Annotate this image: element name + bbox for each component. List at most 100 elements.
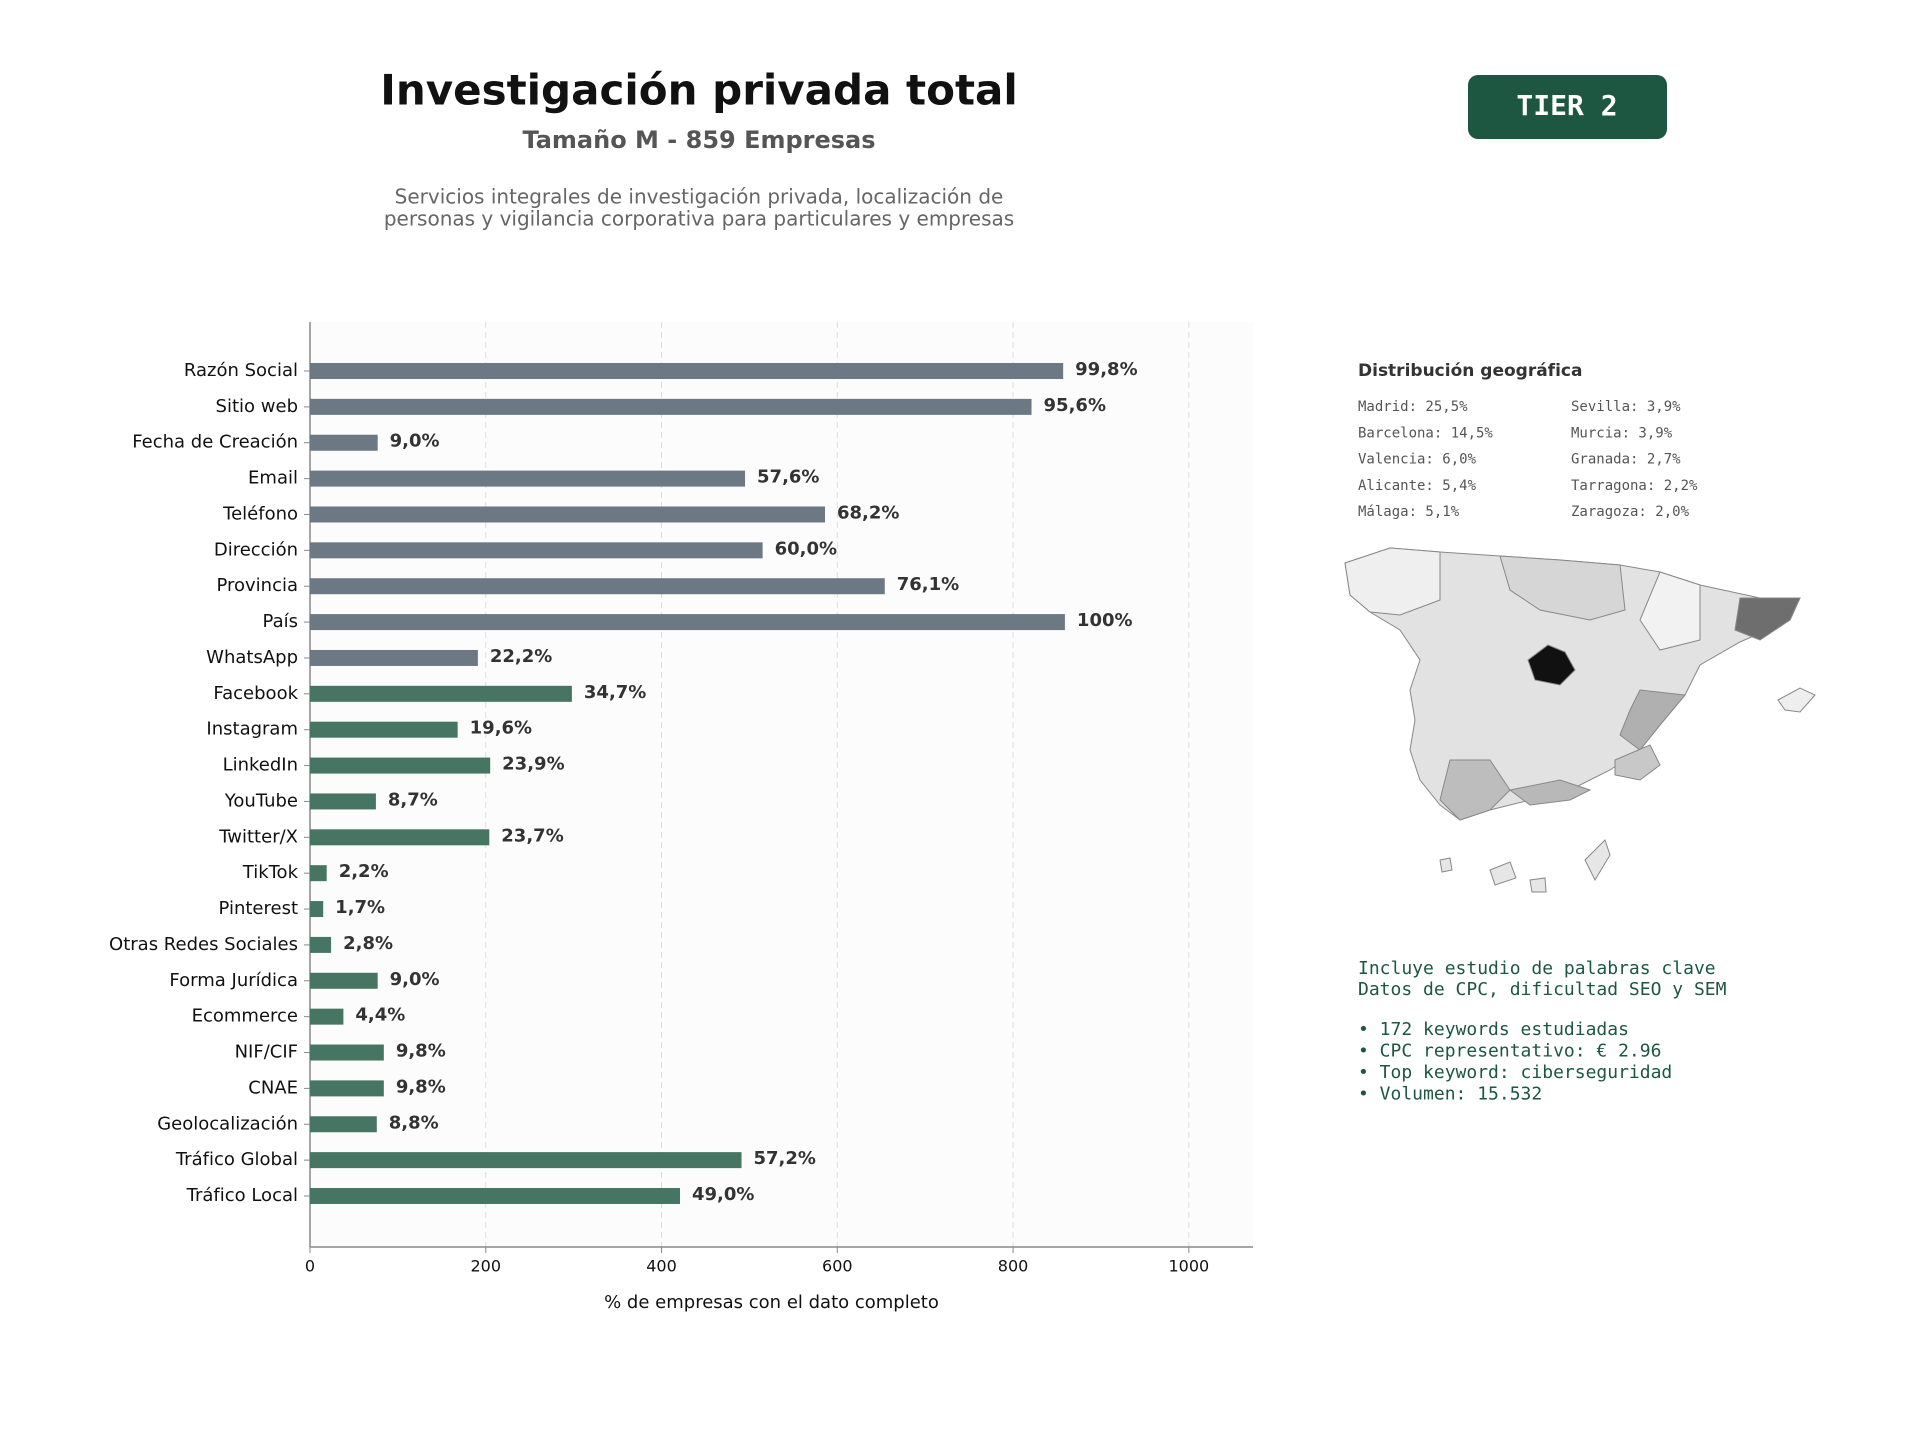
value-label: 76,1% (897, 574, 959, 595)
bar (310, 793, 376, 810)
x-tick-label: 1000 (1168, 1257, 1209, 1276)
bar (310, 363, 1064, 379)
value-label: 57,2% (754, 1148, 816, 1169)
y-tick-label: TikTok (242, 862, 299, 883)
value-label: 8,7% (388, 789, 438, 810)
bar (310, 936, 332, 953)
plot: 0 200 400 600 800 1000 % de empresas con el da… (109, 322, 1253, 1313)
bar (310, 506, 826, 523)
value-label: 9,0% (390, 431, 440, 452)
value-label: 22,2% (490, 646, 552, 667)
bar (310, 1008, 344, 1025)
x-tick-label: 400 (646, 1257, 677, 1276)
geo-item: Zaragoza: 2,0% (1571, 504, 1690, 520)
badge-text: TIER 2 (1516, 89, 1617, 122)
bar (310, 1116, 377, 1133)
y-tick-label: Tráfico Global (175, 1149, 298, 1170)
value-label: 9,8% (396, 1041, 446, 1062)
x-tick-label: 200 (470, 1257, 501, 1276)
bar (310, 434, 378, 451)
y-tick-label: Fecha de Creación (132, 432, 298, 453)
x-tick-label: 600 (822, 1257, 853, 1276)
y-tick-label: NIF/CIF (235, 1042, 298, 1063)
y-tick-label: CNAE (248, 1077, 298, 1098)
bar (310, 1188, 680, 1204)
keywords-intro: Datos de CPC, dificultad SEO y SEM (1358, 979, 1727, 1000)
geo-list: Madrid: 25,5% Barcelona: 14,5% Valencia: 6… (1358, 399, 1698, 520)
value-label: 9,0% (390, 969, 440, 990)
keywords-list: • 172 keywords estudiadas• CPC represent… (1358, 1019, 1672, 1105)
y-tick-label: Pinterest (218, 898, 298, 919)
bar (310, 1044, 384, 1061)
bar (310, 614, 1065, 631)
value-label: 4,4% (355, 1005, 405, 1026)
geo-item: Sevilla: 3,9% (1571, 399, 1681, 415)
y-tick-label: Sitio web (216, 396, 298, 417)
value-label: 95,6% (1044, 395, 1106, 416)
keyword-bullet: • Top keyword: ciberseguridad (1358, 1062, 1672, 1083)
value-label: 2,8% (343, 933, 393, 954)
y-tick-label: País (263, 611, 298, 632)
y-tick-label: YouTube (224, 790, 298, 811)
geo-item: Murcia: 3,9% (1571, 425, 1673, 441)
geo-item: Granada: 2,7% (1571, 452, 1681, 468)
value-label: 60,0% (775, 538, 837, 559)
value-label: 8,8% (389, 1112, 439, 1133)
bar (310, 1080, 384, 1097)
bar (310, 1152, 742, 1169)
bar (310, 470, 746, 487)
bar (310, 685, 572, 702)
value-label: 34,7% (584, 682, 646, 703)
y-tick-label: Ecommerce (192, 1006, 298, 1027)
geo-item: Valencia: 6,0% (1358, 452, 1477, 468)
y-tick-label: Otras Redes Sociales (109, 934, 298, 955)
value-label: 1,7% (335, 897, 385, 918)
geo-title: Distribución geográfica (1358, 361, 1582, 381)
y-tick-label: WhatsApp (206, 647, 298, 668)
keyword-bullet: • 172 keywords estudiadas (1358, 1019, 1629, 1040)
badge (1468, 75, 1667, 139)
x-tick-label: 0 (305, 1257, 315, 1276)
value-label: 23,9% (502, 754, 564, 775)
y-tick-label: Tráfico Local (186, 1185, 298, 1206)
bar (310, 649, 478, 666)
geo-item: Tarragona: 2,2% (1571, 478, 1698, 494)
value-label: 68,2% (837, 502, 899, 523)
description: personas y vigilancia corporativa para p… (384, 207, 1014, 231)
y-tick-label: Razón Social (184, 360, 298, 381)
bar (310, 757, 491, 774)
value-label: 19,6% (470, 718, 532, 739)
bar (310, 972, 378, 989)
y-tick-label: Geolocalización (157, 1113, 298, 1134)
y-tick-label: Dirección (214, 539, 298, 560)
geo-item: Madrid: 25,5% (1358, 399, 1468, 415)
geo-item: Barcelona: 14,5% (1358, 425, 1493, 441)
keyword-bullet: • Volumen: 15.532 (1358, 1084, 1542, 1105)
y-tick-label: Email (248, 468, 298, 489)
y-tick-label: Twitter/X (218, 826, 298, 847)
keyword-bullet: • CPC representativo: € 2.96 (1358, 1041, 1661, 1062)
y-tick-label: Instagram (206, 719, 298, 740)
value-label: 49,0% (692, 1184, 754, 1205)
bar (310, 721, 458, 738)
bar (310, 542, 763, 559)
value-label: 57,6% (757, 467, 819, 488)
keywords-intro: Incluye estudio de palabras clave (1358, 958, 1716, 979)
geo-item: Málaga: 5,1% (1358, 504, 1460, 520)
y-tick-label: Provincia (216, 575, 298, 596)
bar (310, 865, 327, 882)
y-tick-label: Teléfono (222, 503, 298, 524)
map (1344, 547, 1816, 893)
value-label: 2,2% (339, 861, 389, 882)
x-axis-label: % de empresas con el dato completo (604, 1292, 939, 1313)
y-tick-label: Forma Jurídica (169, 970, 298, 991)
title: Investigación privada total (380, 66, 1018, 115)
description: Servicios integrales de investigación pr… (395, 185, 1004, 209)
plot-area (310, 322, 1253, 1247)
value-label: 23,7% (501, 825, 563, 846)
y-tick-label: LinkedIn (223, 755, 298, 776)
value-label: 100% (1077, 610, 1133, 631)
subtitle: Tamaño M - 859 Empresas (522, 126, 875, 154)
value-label: 9,8% (396, 1076, 446, 1097)
